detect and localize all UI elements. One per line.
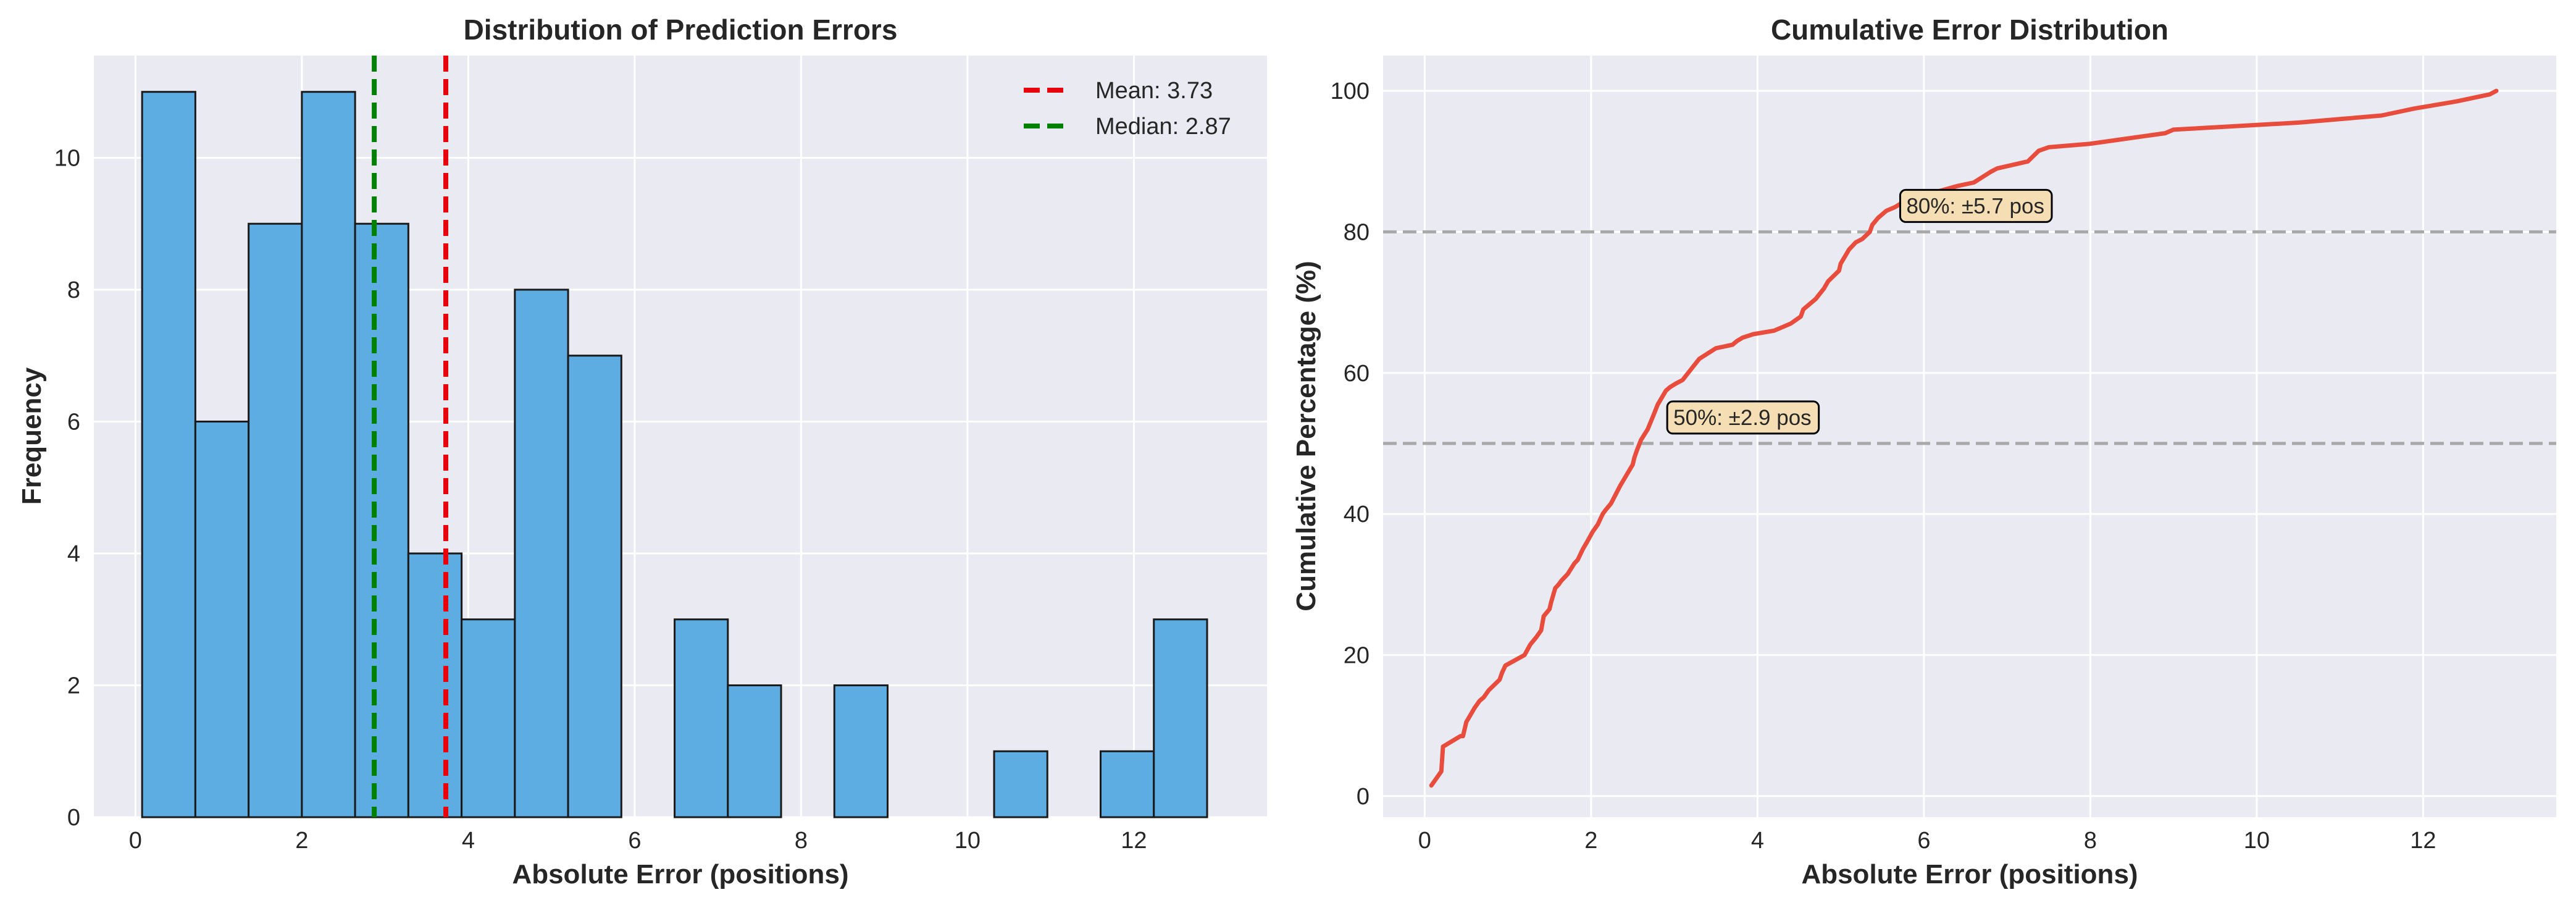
histogram-y-ticks: 0 2 4 6 8 10 [54,145,80,831]
cumulative-panel: 80%: ±5.7 pos 50%: ±2.9 pos 0 2 4 6 8 10 12 0 20… [1291,14,2556,889]
histogram-bar [194,420,250,818]
cumulative-y-label: Cumulative Percentage (%) [1291,261,1321,611]
annotation-label: 80%: ±5.7 pos [1906,194,2044,218]
annotation-box [1666,400,1820,435]
histogram-bar [141,91,196,818]
histogram-x-label: Absolute Error (positions) [512,859,848,889]
p0-x-tick-label: 10 [955,828,981,854]
cumulative-annotations: 80%: ±5.7 pos 50%: ±2.9 pos [1666,188,2053,435]
p0-x-tick-label: 6 [628,828,641,854]
p1-y-tick-label: 20 [1344,642,1370,668]
p1-y-tick-label: 100 [1331,78,1370,104]
histogram-bar [301,91,356,818]
p1-y-tick-label: 40 [1344,502,1370,528]
cumulative-reference-lines [1383,230,2556,445]
cumulative-x-ticks: 0 2 4 6 8 10 12 [1418,828,2436,854]
p1-x-tick-label: 12 [2410,828,2436,854]
histogram-bar [674,618,729,818]
p1-x-tick-label: 6 [1917,828,1930,854]
cumulative-line [1429,88,2499,788]
legend-median-label: Median: 2.87 [1095,114,1231,140]
p1-y-tick-label: 80 [1344,219,1370,245]
histogram-bar [567,355,622,818]
annotation-box [1899,188,2053,223]
cumulative-grid [1383,56,2556,817]
histogram-bar [993,750,1048,818]
annotation: 80%: ±5.7 pos [1899,188,2053,223]
p0-y-tick-label: 8 [67,277,80,303]
p0-y-tick-label: 4 [67,541,80,567]
cumulative-y-ticks: 0 20 40 60 80 100 [1331,78,1370,810]
p1-x-tick-label: 8 [2084,828,2097,854]
p0-x-tick-label: 8 [795,828,808,854]
legend-mean-label: Mean: 3.73 [1095,78,1213,104]
cumulative-plot-area [1383,56,2556,817]
histogram-legend: Mean: 3.73 Median: 2.87 [1024,78,1231,140]
p1-x-tick-label: 2 [1584,828,1597,854]
histogram-bar [461,618,516,818]
p0-x-tick-label: 4 [462,828,475,854]
p0-y-tick-label: 2 [67,673,80,699]
histogram-bar [1153,618,1208,818]
histogram-bar [727,684,782,818]
annotation-label: 50%: ±2.9 pos [1673,406,1812,430]
cumulative-title: Cumulative Error Distribution [1771,14,2168,46]
histogram-bar [833,684,889,818]
histogram-bar [354,222,409,818]
p0-x-tick-label: 0 [129,828,142,854]
p0-y-tick-label: 6 [67,409,80,435]
p1-x-tick-label: 10 [2244,828,2270,854]
histogram-y-label: Frequency [17,367,47,505]
annotation: 50%: ±2.9 pos [1666,400,1820,435]
histogram-bar [514,288,569,818]
histogram-bar [1099,750,1155,818]
p0-x-tick-label: 2 [295,828,308,854]
histogram-bar [407,552,463,818]
p1-x-tick-label: 4 [1751,828,1764,854]
p1-x-tick-label: 0 [1418,828,1431,854]
cumulative-x-label: Absolute Error (positions) [1801,859,2138,889]
histogram-reference-lines [372,56,448,817]
histogram-bar [248,222,303,818]
histogram-x-ticks: 0 2 4 6 8 10 12 [129,828,1147,854]
p0-y-tick-label: 10 [54,145,80,171]
p1-y-tick-label: 0 [1357,784,1370,810]
p0-x-tick-label: 12 [1121,828,1147,854]
histogram-bars [141,91,1208,818]
p0-y-tick-label: 0 [67,805,80,831]
p1-y-tick-label: 60 [1344,361,1370,387]
histogram-panel: 0 2 4 6 8 10 12 0 2 4 6 8 10 Distribution of Predic… [17,14,1267,889]
histogram-title: Distribution of Prediction Errors [464,14,898,46]
